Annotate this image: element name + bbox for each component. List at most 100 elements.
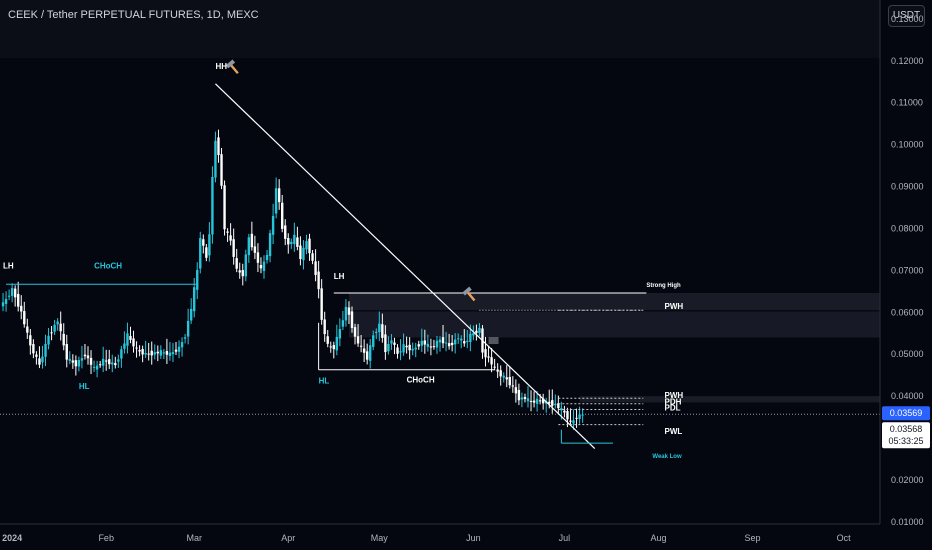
candle-body xyxy=(111,362,114,365)
candle-body xyxy=(332,345,335,350)
descending-trendline xyxy=(215,83,596,449)
candle-body xyxy=(305,241,308,250)
order-block xyxy=(488,337,499,345)
candle-body xyxy=(159,350,163,356)
candle-body xyxy=(347,307,351,315)
annotation-label: CHoCH xyxy=(407,376,435,385)
annotation-label: Strong High xyxy=(646,283,681,289)
candle-body xyxy=(393,342,396,345)
candle-body xyxy=(47,335,50,345)
time-axis[interactable]: 2024 Feb Mar Apr May Jun Jul Aug Sep Oct xyxy=(0,523,880,543)
candle-body xyxy=(535,398,539,404)
candle-body xyxy=(77,360,81,367)
candle-body xyxy=(153,352,156,355)
candle-body xyxy=(387,343,390,352)
candle-body xyxy=(144,353,147,355)
candle-body xyxy=(126,333,129,346)
candle-body xyxy=(302,247,305,261)
candle-body xyxy=(53,324,56,332)
candle-body xyxy=(429,346,433,348)
candle-body xyxy=(287,238,290,245)
candle-body xyxy=(86,355,90,359)
candle-body xyxy=(320,288,323,320)
candle-body xyxy=(508,376,511,386)
candle-body xyxy=(177,346,181,352)
candle-body xyxy=(317,271,320,290)
candle-body xyxy=(23,311,26,325)
candle-body xyxy=(117,359,120,362)
candle-body xyxy=(375,331,378,333)
candle-body xyxy=(120,349,123,359)
candle-body xyxy=(65,344,68,360)
candle-body xyxy=(186,320,190,337)
candle-body xyxy=(457,338,460,340)
candle-body xyxy=(101,358,105,366)
candle-body xyxy=(129,335,132,340)
candle-body xyxy=(89,357,93,365)
candle-body xyxy=(441,337,445,344)
hammer-head xyxy=(462,286,472,296)
candle-body xyxy=(487,356,490,358)
candle-body xyxy=(405,345,408,348)
candle-body xyxy=(162,352,166,354)
candle-body xyxy=(105,360,108,362)
candle-body xyxy=(417,344,420,347)
candle-body xyxy=(29,335,32,346)
candle-body xyxy=(526,398,530,402)
candle-body xyxy=(202,239,205,246)
candle-body xyxy=(460,338,463,341)
candle-body xyxy=(350,311,354,328)
annotation-label: HH xyxy=(215,62,227,71)
candle-body xyxy=(362,348,366,353)
candle-body xyxy=(229,235,232,241)
candle-body xyxy=(402,344,405,353)
strong-high-zone xyxy=(348,293,880,311)
candle-body xyxy=(20,305,23,312)
candle-body xyxy=(189,308,193,321)
candle-body xyxy=(205,247,208,258)
candle-body xyxy=(408,344,411,351)
candle-body xyxy=(557,403,560,409)
candle-body xyxy=(308,238,311,254)
annotation-label: PWH xyxy=(665,302,684,311)
candle-body xyxy=(299,245,302,260)
candle-body xyxy=(399,351,402,353)
close-price-tag-bg xyxy=(882,422,930,449)
candle-body xyxy=(35,354,38,357)
candle-body xyxy=(98,364,102,366)
time-tick-label: Aug xyxy=(650,533,666,543)
candle-body xyxy=(244,254,247,277)
candle-body xyxy=(478,327,481,333)
candle-body xyxy=(293,234,296,245)
overlay-layer xyxy=(0,293,880,415)
candle-body xyxy=(554,403,557,406)
candle-body xyxy=(281,202,284,229)
candle-body xyxy=(444,342,448,344)
candle-body xyxy=(472,333,475,336)
candle-body xyxy=(168,352,172,356)
countdown-tag: 05:33:25 xyxy=(888,436,923,446)
time-tick-label: Apr xyxy=(281,533,295,543)
currency-button[interactable]: USDT xyxy=(888,5,925,27)
candle-body xyxy=(165,351,169,355)
candle-body xyxy=(490,357,493,365)
candle-body xyxy=(426,343,430,347)
candle-body xyxy=(432,346,436,348)
candle-body xyxy=(26,326,29,333)
time-tick-label: Mar xyxy=(186,533,202,543)
annotation-label: CHoCH xyxy=(94,261,122,270)
candle-body xyxy=(235,258,238,269)
candle-body xyxy=(466,340,469,342)
candle-body xyxy=(566,411,569,420)
candle-body xyxy=(563,410,566,413)
supply-zone xyxy=(348,311,880,338)
candle-body xyxy=(123,343,126,349)
candle-body xyxy=(253,246,257,253)
candle-body xyxy=(50,332,53,334)
candle-body xyxy=(32,344,35,354)
price-tick-label: 0.08000 xyxy=(891,223,924,233)
candle-body xyxy=(499,370,502,377)
candle-body xyxy=(150,350,153,356)
